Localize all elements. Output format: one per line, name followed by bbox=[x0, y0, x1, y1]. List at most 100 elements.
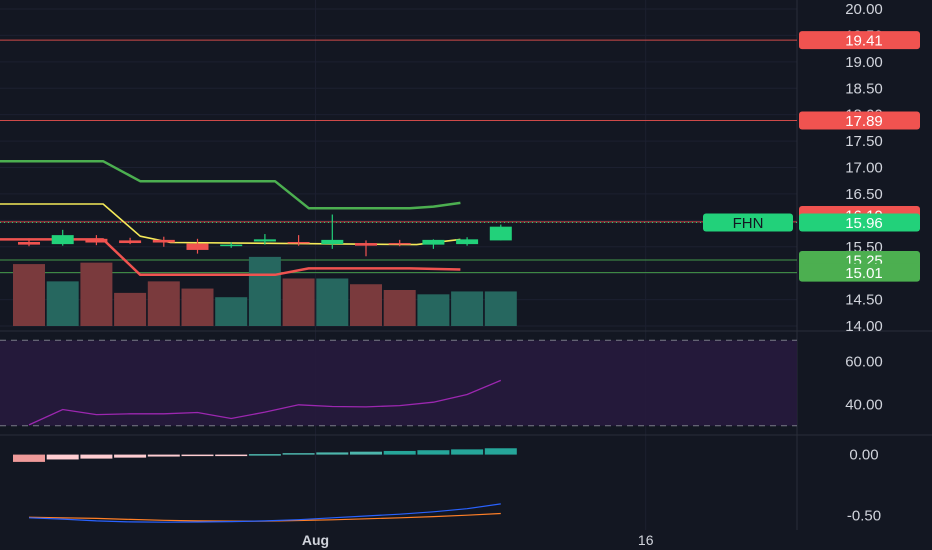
candle-body bbox=[355, 243, 377, 246]
last-price-label: 15.96 bbox=[845, 215, 883, 232]
macd-histogram-bar bbox=[282, 453, 315, 455]
time-axis-background bbox=[0, 530, 932, 550]
candle-body bbox=[85, 238, 108, 243]
candle bbox=[186, 238, 209, 254]
price-tick-label: 20.00 bbox=[845, 1, 883, 18]
price-tick-label: 17.00 bbox=[845, 160, 883, 177]
volume-bar bbox=[383, 290, 416, 326]
macd-histogram-bar bbox=[316, 452, 349, 455]
time-axis[interactable]: Aug 16 bbox=[0, 530, 932, 550]
candle-body bbox=[220, 244, 243, 247]
ticker-badge-bg bbox=[703, 213, 793, 232]
macd-histogram-bar bbox=[215, 454, 248, 457]
price-tick-label: 14.00 bbox=[845, 318, 883, 335]
rsi-tick-label: 60.00 bbox=[845, 354, 883, 371]
level-label-17.89-bg bbox=[799, 111, 920, 130]
candle-body bbox=[18, 241, 40, 245]
macd-histogram-bar bbox=[46, 454, 79, 460]
macd-histogram-bar bbox=[248, 454, 281, 456]
volume-bar bbox=[350, 284, 382, 326]
candle bbox=[456, 237, 479, 246]
volume-bar bbox=[484, 291, 517, 326]
grid-lines bbox=[0, 0, 798, 550]
rsi-line bbox=[28, 379, 502, 426]
candle bbox=[220, 242, 243, 248]
volume-bar bbox=[46, 281, 79, 326]
candle bbox=[388, 239, 411, 247]
candle bbox=[321, 214, 344, 249]
candle-body bbox=[422, 239, 445, 245]
level-label-19.41-bg bbox=[799, 31, 920, 50]
macd-histogram-bar bbox=[181, 454, 214, 457]
macd-histogram-bar bbox=[383, 450, 416, 455]
time-tick-label: 16 bbox=[638, 532, 654, 548]
macd-histogram-bar bbox=[484, 448, 517, 455]
rsi-panel bbox=[28, 379, 502, 426]
price-tick-label: 16.50 bbox=[845, 186, 883, 203]
rsi-zone-layer bbox=[0, 339, 797, 427]
candle bbox=[355, 240, 377, 257]
macd-histogram-bar bbox=[451, 449, 484, 455]
candle-body bbox=[388, 243, 411, 245]
macd-line bbox=[28, 503, 501, 523]
macd-tick-label: -0.50 bbox=[847, 507, 881, 524]
volume-bar bbox=[13, 264, 45, 326]
macd-histogram-bar bbox=[80, 454, 113, 459]
candle-body bbox=[152, 239, 175, 243]
candle-body bbox=[489, 226, 512, 241]
rsi-tick-label: 40.00 bbox=[845, 396, 883, 413]
volume-bar bbox=[451, 291, 484, 326]
time-tick-label: Aug bbox=[302, 532, 329, 548]
macd-histogram-bar bbox=[13, 454, 45, 462]
price-tick-label: 17.50 bbox=[845, 133, 883, 150]
level-label-15.01-bg bbox=[799, 263, 920, 282]
price-tick-label: 19.00 bbox=[845, 54, 883, 71]
candle bbox=[422, 239, 445, 249]
macd-histogram-bar bbox=[350, 451, 382, 455]
candle-body bbox=[321, 239, 344, 245]
volume-bars bbox=[13, 256, 517, 326]
candle-body bbox=[186, 243, 209, 250]
volume-bar bbox=[282, 278, 315, 326]
candle bbox=[85, 235, 108, 246]
volume-bar bbox=[80, 262, 113, 326]
candle-body bbox=[456, 239, 479, 245]
candle bbox=[119, 237, 142, 245]
volume-bar bbox=[114, 292, 147, 326]
level-label-19.41: 19.41 bbox=[845, 33, 883, 50]
volume-bar bbox=[215, 297, 248, 326]
upper-band-line bbox=[0, 159, 461, 210]
macd-histogram-bar bbox=[417, 450, 450, 455]
volume-bar bbox=[147, 281, 180, 326]
macd-tick-label: 0.00 bbox=[849, 447, 878, 464]
panel-separators[interactable] bbox=[0, 330, 932, 436]
candle bbox=[18, 238, 40, 247]
last-price-label-bg bbox=[799, 213, 920, 232]
candle bbox=[287, 235, 310, 246]
macd-histogram-bar bbox=[147, 454, 180, 457]
candle bbox=[51, 229, 74, 246]
candlesticks[interactable] bbox=[18, 214, 512, 257]
ticker-badge: FHN bbox=[733, 215, 764, 232]
candle bbox=[489, 224, 512, 241]
candle-body bbox=[287, 241, 310, 244]
candle-body bbox=[119, 240, 142, 244]
macd-panel bbox=[13, 448, 517, 523]
candle-body bbox=[51, 235, 74, 245]
volume-bar bbox=[316, 278, 349, 326]
price-tick-label: 18.50 bbox=[845, 80, 883, 97]
level-label-15.01: 15.01 bbox=[845, 265, 883, 282]
volume-bar bbox=[248, 256, 281, 326]
volume-bar bbox=[417, 294, 450, 326]
level-label-17.89: 17.89 bbox=[845, 113, 883, 130]
price-tick-label: 14.50 bbox=[845, 292, 883, 309]
macd-histogram-bar bbox=[114, 454, 147, 458]
candle-body bbox=[253, 239, 276, 242]
horizontal-level-lines[interactable] bbox=[0, 39, 797, 274]
candle bbox=[152, 236, 175, 247]
rsi-band-fill bbox=[0, 340, 797, 426]
volume-bar bbox=[181, 288, 214, 326]
candle bbox=[253, 234, 276, 245]
